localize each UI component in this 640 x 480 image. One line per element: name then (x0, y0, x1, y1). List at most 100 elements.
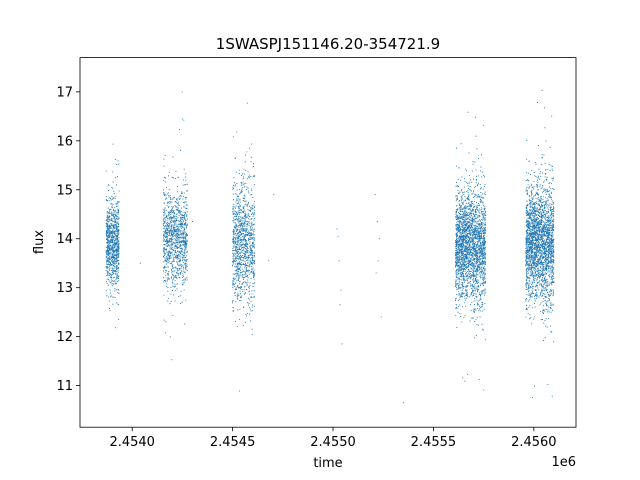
data-point (246, 243, 248, 245)
data-point (170, 231, 172, 233)
data-point (115, 195, 117, 197)
data-point (469, 296, 471, 298)
data-point (476, 316, 478, 318)
data-point (475, 258, 477, 260)
data-point (253, 200, 255, 202)
data-point (460, 207, 462, 209)
data-point (466, 252, 468, 254)
data-point (471, 262, 473, 264)
data-point (115, 250, 117, 252)
data-point (470, 259, 472, 261)
data-point (170, 205, 172, 207)
data-point (460, 190, 462, 192)
data-point (182, 232, 184, 234)
data-point (238, 226, 240, 228)
data-point (242, 178, 244, 180)
data-point (474, 212, 476, 214)
data-point (183, 258, 185, 260)
data-point (235, 171, 237, 173)
data-point (468, 252, 470, 255)
data-point (235, 218, 237, 220)
data-point (105, 246, 107, 249)
data-point (167, 240, 169, 242)
data-point (247, 248, 249, 250)
data-point (173, 246, 175, 248)
data-point (164, 251, 166, 253)
data-point (251, 241, 253, 243)
data-point (113, 212, 115, 214)
data-point (177, 268, 179, 270)
data-point (169, 223, 171, 225)
data-point (455, 234, 457, 236)
data-point (116, 275, 118, 277)
data-point (163, 281, 165, 283)
data-point (479, 258, 481, 260)
data-point (466, 240, 468, 242)
data-point (248, 176, 250, 178)
data-point (242, 247, 244, 249)
data-point (184, 243, 187, 245)
data-point (248, 303, 250, 305)
data-point (472, 279, 474, 281)
data-point (241, 224, 243, 226)
data-point (458, 203, 460, 205)
data-point (112, 171, 114, 173)
data-point (251, 207, 253, 209)
data-point (461, 192, 463, 194)
data-point (186, 218, 188, 220)
data-point (253, 205, 256, 207)
data-point (170, 196, 172, 199)
data-point (233, 177, 235, 179)
data-point (464, 297, 466, 299)
data-point (458, 269, 460, 271)
data-point (180, 222, 182, 224)
data-point (233, 236, 235, 238)
data-point (474, 337, 476, 339)
data-point (186, 243, 188, 245)
data-point (455, 271, 457, 273)
data-point (484, 226, 486, 229)
data-point (460, 217, 462, 219)
data-point (173, 260, 175, 263)
data-point (244, 281, 246, 283)
data-point (457, 178, 459, 180)
data-point (470, 211, 472, 213)
data-point (457, 242, 459, 244)
data-point (114, 250, 117, 252)
data-point (480, 267, 482, 269)
data-point (464, 245, 466, 247)
data-point (465, 245, 468, 247)
data-point (470, 285, 472, 288)
data-point (457, 250, 459, 252)
data-point (232, 211, 234, 213)
data-point (455, 218, 457, 220)
data-point (170, 199, 172, 201)
data-point (166, 228, 168, 230)
data-point (168, 225, 170, 227)
data-point (184, 211, 186, 213)
data-point (479, 276, 481, 278)
data-point (163, 208, 165, 210)
data-point (114, 197, 116, 199)
data-point (107, 264, 109, 266)
data-point (173, 216, 175, 218)
data-point (242, 197, 244, 199)
data-point (482, 217, 484, 220)
data-point (172, 225, 174, 227)
data-point (163, 220, 165, 223)
data-point (245, 170, 247, 172)
data-point (246, 151, 248, 153)
data-point (173, 230, 175, 232)
data-point (481, 268, 483, 270)
data-point (180, 290, 182, 292)
data-point (469, 272, 472, 274)
data-point (473, 263, 476, 265)
data-point (238, 230, 241, 232)
data-point (468, 174, 471, 177)
data-point (248, 147, 251, 149)
data-point (466, 218, 468, 220)
data-point (174, 204, 176, 207)
data-point (248, 307, 251, 309)
data-point (482, 188, 484, 190)
data-point (469, 262, 471, 264)
